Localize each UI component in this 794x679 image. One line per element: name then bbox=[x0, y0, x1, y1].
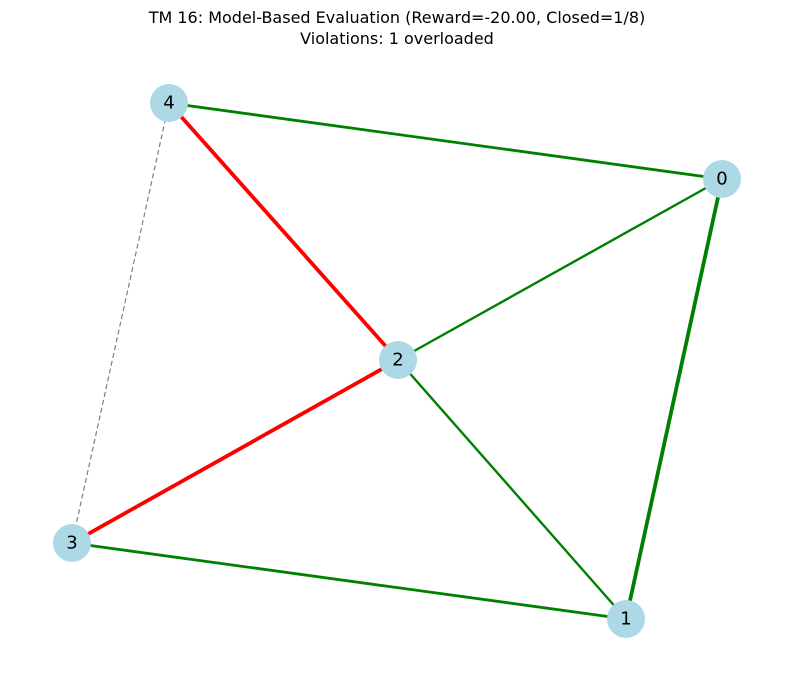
node-4: 4 bbox=[150, 84, 188, 122]
edge-2-3-overloaded bbox=[71, 358, 399, 545]
chart-title: TM 16: Model-Based Evaluation (Reward=-2… bbox=[148, 8, 646, 27]
edge-2-1-ok bbox=[397, 359, 627, 620]
node-circle bbox=[53, 524, 91, 562]
node-label: 0 bbox=[716, 169, 727, 190]
chart-subtitle: Violations: 1 overloaded bbox=[300, 29, 494, 48]
node-2: 2 bbox=[379, 341, 417, 379]
node-3: 3 bbox=[53, 524, 91, 562]
node-label: 3 bbox=[66, 533, 77, 554]
edge-4-2-overloaded bbox=[167, 101, 400, 362]
node-1: 1 bbox=[607, 600, 645, 638]
edge-4-3-closed bbox=[71, 102, 170, 544]
edge-3-1-ok bbox=[71, 541, 627, 621]
edge-4-0-ok bbox=[168, 101, 723, 181]
node-circle bbox=[703, 160, 741, 198]
node-circle bbox=[150, 84, 188, 122]
node-label: 2 bbox=[392, 350, 403, 371]
node-circle bbox=[379, 341, 417, 379]
node-label: 4 bbox=[163, 93, 174, 114]
node-label: 1 bbox=[620, 609, 631, 630]
node-0: 0 bbox=[703, 160, 741, 198]
edge-0-2-ok bbox=[397, 177, 723, 362]
node-layer: 0 1 2 3 4 bbox=[53, 84, 741, 638]
edge-layer bbox=[71, 101, 724, 621]
edge-0-1-ok bbox=[624, 178, 724, 620]
node-circle bbox=[607, 600, 645, 638]
